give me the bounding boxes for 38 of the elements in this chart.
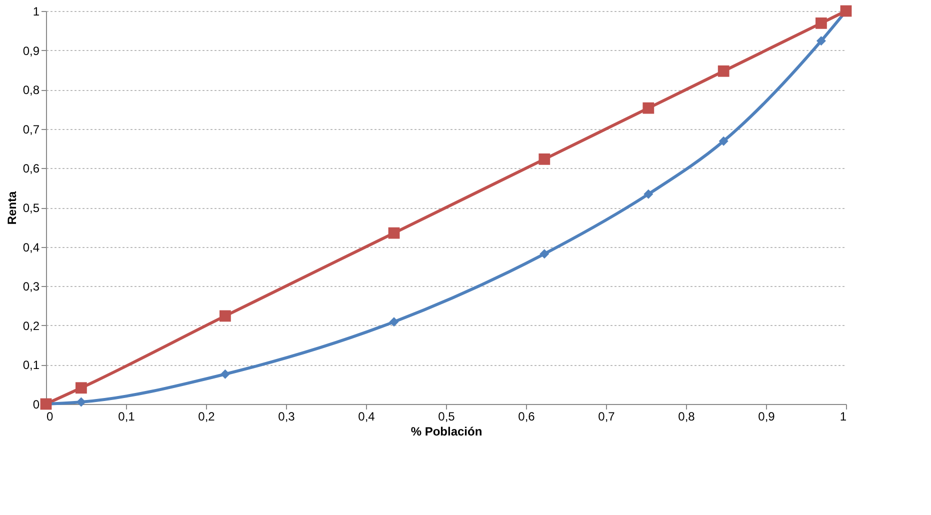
x-tick-label: 0,4 xyxy=(358,410,376,424)
x-tick-label: 0,6 xyxy=(518,410,536,424)
point xyxy=(642,102,654,114)
point xyxy=(816,17,827,29)
x-tick-label: 0,3 xyxy=(278,410,296,424)
x-tick-label: 1 xyxy=(840,410,847,424)
y-tick-label: 1 xyxy=(32,4,40,18)
point xyxy=(388,227,400,239)
y-axis-title: Renta xyxy=(4,191,19,225)
point xyxy=(389,317,399,327)
point xyxy=(718,65,730,77)
point xyxy=(76,382,87,394)
point xyxy=(540,249,550,259)
y-tick-label: 0,4 xyxy=(22,240,40,254)
x-tick-label: 0,8 xyxy=(678,410,696,424)
y-tick-label: 0,2 xyxy=(22,318,40,333)
y-tick-label: 0,1 xyxy=(22,358,40,372)
x-tick-label: 0,1 xyxy=(118,410,136,424)
point xyxy=(718,136,728,146)
point xyxy=(644,189,654,199)
x-axis-title: % Población xyxy=(410,424,482,438)
y-tick-label: 0,9 xyxy=(22,44,40,58)
x-tick-label: 0,2 xyxy=(198,410,216,424)
point xyxy=(816,36,826,46)
x-tick-label: 0,7 xyxy=(598,410,616,424)
x-tick-label: 0,5 xyxy=(438,410,456,424)
point xyxy=(76,397,86,407)
y-tick-label: 0,3 xyxy=(22,280,40,294)
y-tick-label: 0,6 xyxy=(22,162,40,176)
y-tick-label: 0,5 xyxy=(22,201,40,215)
x-tick-label: 0 xyxy=(46,410,54,424)
point xyxy=(538,153,550,165)
y-tick-label: 0 xyxy=(32,398,40,412)
point xyxy=(220,310,231,322)
point xyxy=(220,369,230,379)
y-tick-label: 0,7 xyxy=(22,122,40,136)
x-tick-label: 0,9 xyxy=(758,410,776,424)
y-tick-label: 0,8 xyxy=(22,83,40,98)
